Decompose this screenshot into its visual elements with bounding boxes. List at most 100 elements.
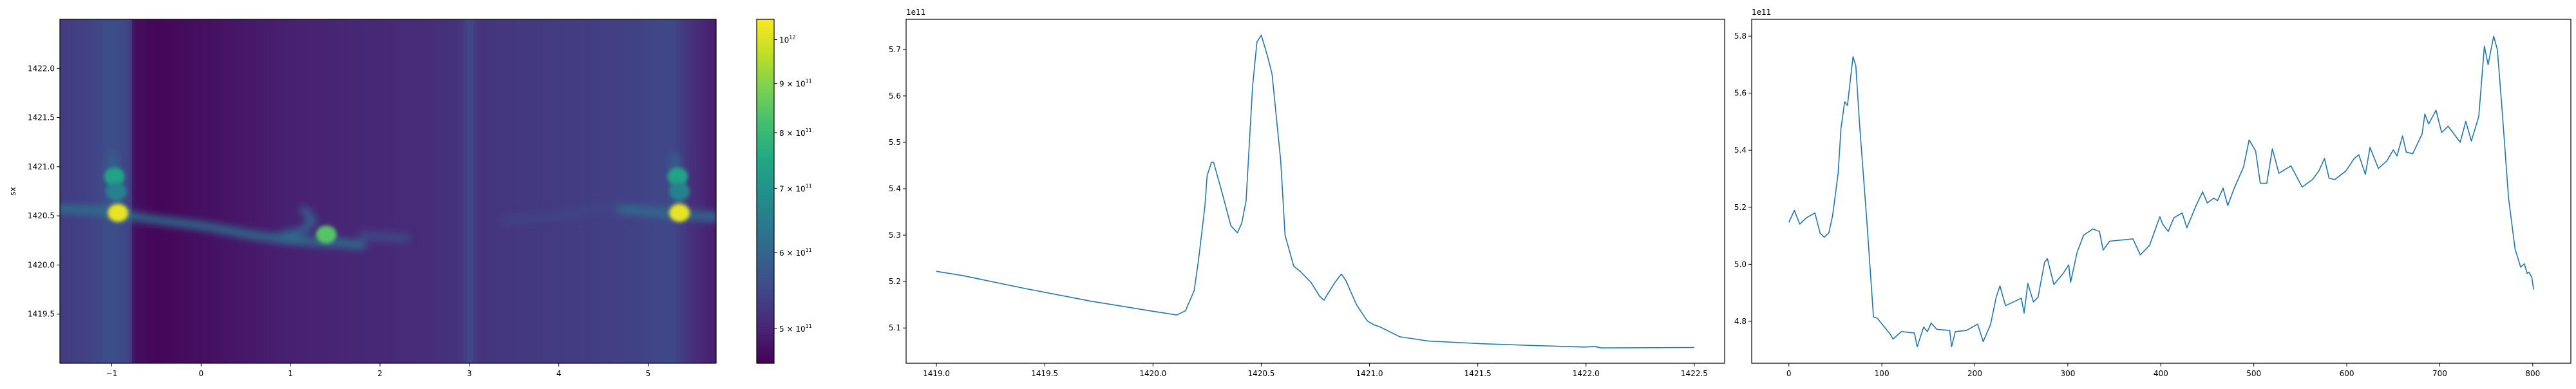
heatmap-hotspot bbox=[106, 182, 127, 200]
colorbar-segment bbox=[757, 280, 774, 283]
heatmap-column bbox=[197, 19, 202, 363]
colorbar-segment bbox=[757, 222, 774, 226]
colorbar-segment bbox=[757, 265, 774, 269]
heatmap-ridge bbox=[358, 231, 411, 243]
heatmap-column bbox=[378, 19, 382, 363]
heatmap-hotspot bbox=[108, 204, 129, 222]
colorbar-segment bbox=[757, 93, 774, 97]
heatmap-column bbox=[99, 19, 103, 363]
colorbar-segment bbox=[757, 82, 774, 86]
heatmap-column bbox=[506, 19, 510, 363]
heatmap-column bbox=[690, 19, 694, 363]
heatmap-column bbox=[424, 19, 428, 363]
heatmap-column bbox=[483, 19, 487, 363]
heatmap-column bbox=[155, 19, 159, 363]
colorbar-segment bbox=[757, 145, 774, 149]
heatmap-column bbox=[312, 19, 317, 363]
colorbar-segment bbox=[757, 142, 774, 146]
heatmap-column bbox=[145, 19, 149, 363]
colorbar-segment bbox=[757, 97, 774, 100]
colorbar-segment bbox=[757, 294, 774, 298]
heatmap-column bbox=[499, 19, 504, 363]
colorbar-segment bbox=[757, 191, 774, 195]
heatmap-column bbox=[549, 19, 553, 363]
heatmap-column bbox=[654, 19, 658, 363]
heatmap-column bbox=[73, 19, 77, 363]
heatmap-column bbox=[161, 19, 166, 363]
heatmap-column bbox=[611, 19, 615, 363]
heatmap-column bbox=[601, 19, 605, 363]
heatmap-column bbox=[191, 19, 195, 363]
heatmap-column bbox=[365, 19, 369, 363]
colorbar-segment bbox=[757, 311, 774, 315]
heatmap-column bbox=[171, 19, 175, 363]
heatmap-column bbox=[335, 19, 339, 363]
heatmap-column bbox=[477, 19, 480, 363]
x-tick-label: 100 bbox=[1875, 369, 1889, 378]
heatmap-column bbox=[142, 19, 146, 363]
colorbar-segment bbox=[757, 357, 774, 361]
heatmap-column bbox=[404, 19, 408, 363]
heatmap-column bbox=[165, 19, 169, 363]
series-line bbox=[936, 34, 1694, 349]
heatmap-column bbox=[234, 19, 238, 363]
colorbar-segment bbox=[757, 65, 774, 69]
heatmap-column bbox=[657, 19, 661, 363]
heatmap-column bbox=[125, 19, 129, 363]
heatmap-column bbox=[703, 19, 707, 363]
x-tick-label: 2 bbox=[377, 369, 383, 378]
y-tick-label: 4.8 bbox=[1734, 317, 1747, 326]
heatmap-column bbox=[562, 19, 566, 363]
heatmap-column bbox=[256, 19, 261, 363]
colorbar-segment bbox=[757, 354, 774, 358]
heatmap-column bbox=[647, 19, 651, 363]
colorbar-tick-exponent: 11 bbox=[806, 79, 812, 84]
heatmap-column bbox=[640, 19, 645, 363]
heatmap-column bbox=[348, 19, 353, 363]
colorbar-segment bbox=[757, 231, 774, 235]
colorbar-segment bbox=[757, 346, 774, 350]
heatmap-column bbox=[699, 19, 704, 363]
heatmap-column bbox=[151, 19, 156, 363]
heatmap-column bbox=[82, 19, 87, 363]
colorbar-tick-exponent: 12 bbox=[789, 35, 795, 41]
index-profile-axes: 0 100 200 300 400 500 600 700 800 4.8 5.0 5.2 5.4 5.6… bbox=[1734, 8, 2571, 378]
colorbar-segment bbox=[757, 200, 774, 204]
heatmap-column bbox=[132, 19, 136, 363]
colorbar-segment bbox=[757, 337, 774, 341]
heatmap-column bbox=[621, 19, 625, 363]
colorbar-segment bbox=[757, 185, 774, 189]
heatmap-column bbox=[568, 19, 573, 363]
heatmap-column bbox=[663, 19, 668, 363]
x-tick-label: 1419.0 bbox=[923, 369, 950, 378]
heatmap-column bbox=[526, 19, 530, 363]
colorbar-segment bbox=[757, 277, 774, 281]
heatmap-column bbox=[296, 19, 300, 363]
heatmap-column bbox=[175, 19, 179, 363]
heatmap-column bbox=[240, 19, 244, 363]
colorbar-segment bbox=[757, 326, 774, 330]
heatmap-column bbox=[358, 19, 363, 363]
heatmap-column bbox=[328, 19, 333, 363]
colorbar-segment bbox=[757, 334, 774, 338]
heatmap-column bbox=[70, 19, 73, 363]
colorbar-segment bbox=[757, 39, 774, 43]
heatmap-column bbox=[614, 19, 618, 363]
heatmap-column bbox=[319, 19, 323, 363]
colorbar-segment bbox=[757, 251, 774, 255]
colorbar-segment bbox=[757, 214, 774, 218]
heatmap-column bbox=[460, 19, 464, 363]
heatmap-column bbox=[427, 19, 431, 363]
x-tick-label: 1421.5 bbox=[1464, 369, 1492, 378]
heatmap-column bbox=[513, 19, 516, 363]
heatmap-column bbox=[469, 19, 474, 363]
colorbar-segment bbox=[757, 308, 774, 312]
heatmap-column bbox=[607, 19, 612, 363]
heatmap-column bbox=[473, 19, 477, 363]
heatmap-column bbox=[493, 19, 497, 363]
heatmap-column bbox=[128, 19, 133, 363]
heatmap-column bbox=[303, 19, 307, 363]
colorbar-frame bbox=[756, 19, 775, 364]
y-tick-label: 5.2 bbox=[889, 277, 901, 286]
